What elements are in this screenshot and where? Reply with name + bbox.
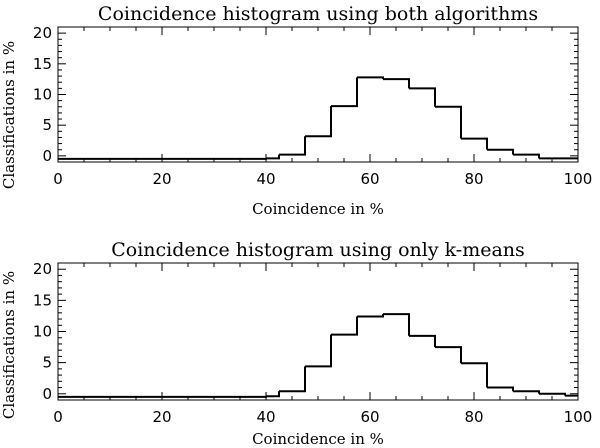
histogram-bin	[383, 313, 410, 336]
histogram-bin	[240, 157, 267, 160]
histogram-bin	[487, 148, 514, 155]
histogram-bin	[409, 334, 436, 348]
x-tick-label: 80	[464, 408, 483, 426]
chart-panel-top: Coincidence histogram using both algorit…	[0, 3, 592, 218]
histogram-bin	[461, 362, 488, 388]
histogram-bin	[513, 390, 540, 394]
histogram-bin	[513, 153, 540, 159]
histogram-bin	[539, 392, 566, 396]
y-tick-label: 20	[33, 24, 52, 42]
y-tick-label: 0	[42, 385, 52, 403]
plot-frame	[57, 26, 579, 163]
y-tick-label: 5	[42, 354, 52, 372]
y-tick-label: 15	[33, 55, 52, 73]
histogram-bin	[357, 76, 384, 80]
x-tick-label: 100	[564, 408, 593, 426]
histogram-bin	[331, 77, 358, 108]
histogram-bin	[279, 366, 306, 393]
y-tick-label: 10	[33, 323, 52, 341]
histogram-bin	[435, 105, 462, 139]
histogram-bin	[383, 78, 410, 89]
x-tick-label: 40	[256, 408, 275, 426]
x-axis-label: Coincidence in %	[252, 200, 384, 218]
y-tick-label: 15	[33, 291, 52, 309]
x-tick-label: 60	[360, 170, 379, 188]
histogram-bin	[357, 314, 384, 318]
histogram-bin	[331, 316, 358, 336]
histogram-bin	[409, 87, 436, 107]
x-tick-label: 100	[564, 170, 593, 188]
histogram-bin	[305, 334, 332, 368]
x-tick-label: 0	[53, 170, 63, 188]
y-axis-label: Classifications in %	[0, 271, 18, 419]
chart-title: Coincidence histogram using only k-means	[111, 239, 525, 261]
x-axis-label: Coincidence in %	[252, 430, 384, 448]
y-tick-label: 0	[42, 147, 52, 165]
plot-area: 0 20 40 60 80 100 0 5 10 15 20	[33, 24, 592, 188]
x-tick-label: 0	[53, 408, 63, 426]
y-axis-label: Classifications in %	[0, 41, 18, 189]
plot-area: 0 20 40 60 80 100 0 5 10 15 20	[33, 260, 592, 426]
x-tick-label: 80	[464, 170, 483, 188]
histogram-bin	[305, 106, 332, 138]
histogram-bin	[279, 136, 306, 156]
x-tick-label: 40	[256, 170, 275, 188]
histogram-bin	[266, 391, 280, 398]
histogram-bin	[240, 395, 267, 398]
x-tick-label: 20	[152, 408, 171, 426]
x-tick-label: 60	[360, 408, 379, 426]
x-tick-label: 20	[152, 170, 171, 188]
plot-frame	[57, 262, 579, 401]
histogram-bin	[461, 137, 488, 150]
histogram-bin	[487, 386, 514, 392]
y-tick-label: 20	[33, 260, 52, 278]
chart-panel-bottom: Coincidence histogram using only k-means…	[0, 239, 592, 448]
histogram-bin	[435, 346, 462, 364]
y-tick-label: 5	[42, 116, 52, 134]
histogram-bin	[266, 154, 280, 160]
y-tick-label: 10	[33, 86, 52, 104]
chart-title: Coincidence histogram using both algorit…	[98, 3, 538, 25]
